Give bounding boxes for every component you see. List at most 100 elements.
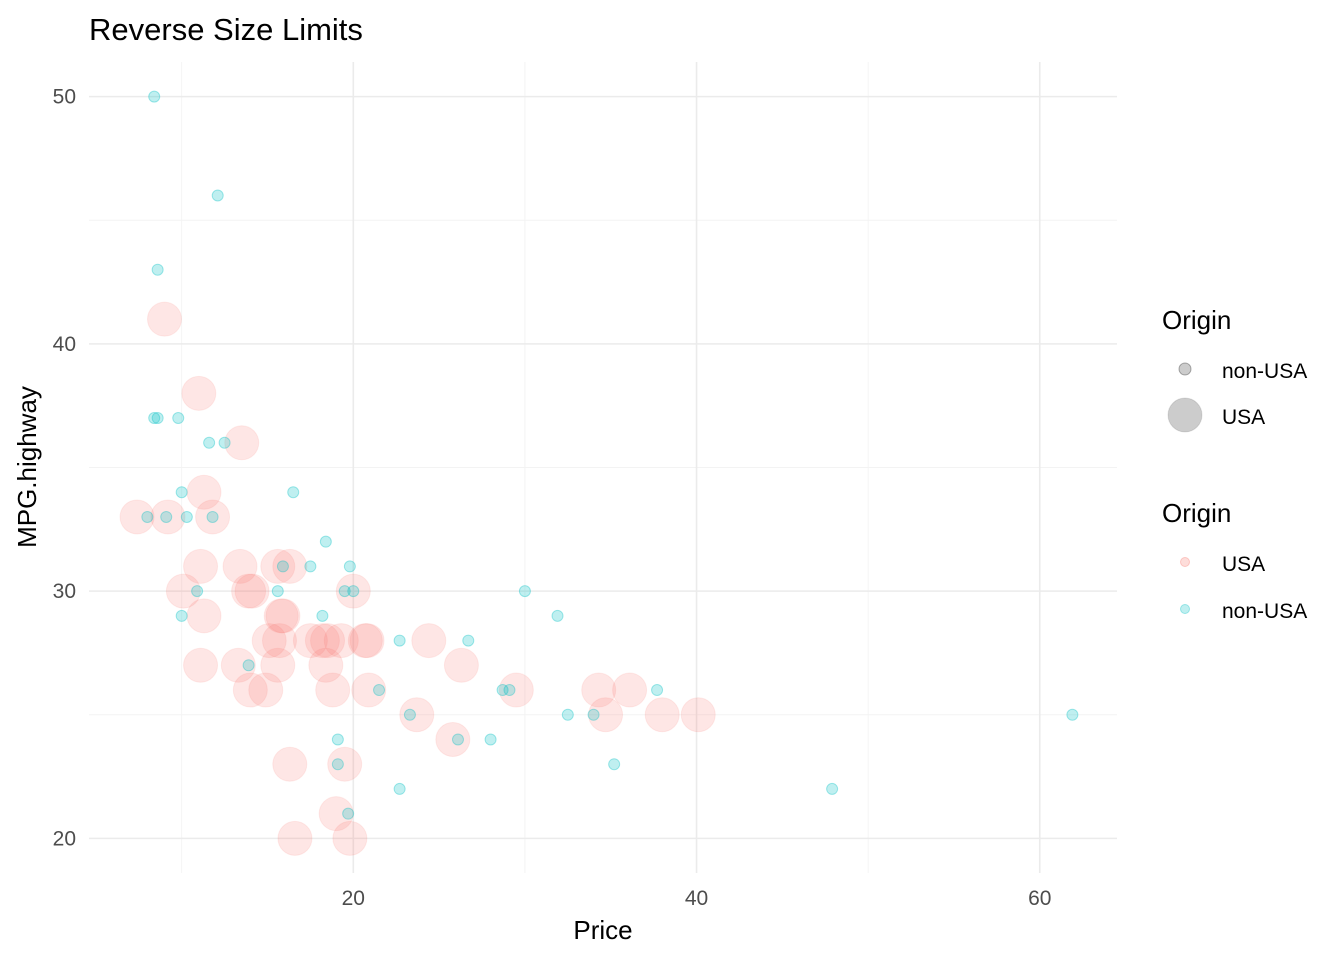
point-usa xyxy=(399,697,435,733)
y-tick-label: 20 xyxy=(53,827,76,850)
point-non-usa xyxy=(211,189,224,202)
point-usa xyxy=(186,598,222,634)
point-non-usa xyxy=(151,263,164,276)
point-non-usa xyxy=(160,510,173,523)
point-non-usa xyxy=(175,609,188,622)
x-axis-title: Price xyxy=(573,915,632,945)
color-legend-label-usa: USA xyxy=(1222,553,1265,576)
size-legend: Origin non-USA USA xyxy=(1162,305,1307,433)
color-legend-key-usa xyxy=(1180,557,1190,567)
point-non-usa xyxy=(347,585,360,598)
point-usa xyxy=(327,746,363,782)
point-non-usa xyxy=(271,585,284,598)
x-tick-label: 40 xyxy=(685,887,708,910)
point-usa xyxy=(183,548,219,584)
point-usa xyxy=(308,647,344,683)
point-usa xyxy=(612,672,648,708)
point-usa xyxy=(498,672,534,708)
y-axis-title: MPG.highway xyxy=(12,386,42,548)
point-usa xyxy=(443,647,479,683)
point-non-usa xyxy=(175,486,188,499)
color-legend-label-non-usa: non-USA xyxy=(1222,600,1307,623)
point-non-usa xyxy=(503,684,516,697)
point-non-usa xyxy=(151,412,164,425)
point-usa xyxy=(272,746,308,782)
size-legend-key-small xyxy=(1178,362,1192,376)
point-usa xyxy=(234,573,270,609)
point-usa xyxy=(220,647,256,683)
points-layer xyxy=(119,90,1079,856)
x-tick-label: 60 xyxy=(1028,887,1051,910)
color-legend-key-non-usa xyxy=(1180,604,1190,614)
point-non-usa xyxy=(180,510,193,523)
point-usa xyxy=(231,573,267,609)
point-usa xyxy=(411,623,447,659)
point-usa xyxy=(261,623,297,659)
point-usa xyxy=(272,548,308,584)
chart-title: Reverse Size Limits xyxy=(89,12,363,47)
point-usa xyxy=(588,697,624,733)
point-non-usa xyxy=(287,486,300,499)
point-usa xyxy=(310,623,346,659)
point-non-usa xyxy=(331,758,344,771)
size-legend-title: Origin xyxy=(1162,305,1231,335)
point-non-usa xyxy=(276,560,289,573)
point-non-usa xyxy=(496,684,509,697)
point-usa xyxy=(323,623,359,659)
point-usa xyxy=(581,672,617,708)
point-non-usa xyxy=(484,733,497,746)
x-axis-ticks: 20 40 60 xyxy=(342,887,1052,910)
point-usa xyxy=(265,598,301,634)
y-tick-label: 30 xyxy=(53,580,76,603)
point-non-usa xyxy=(172,412,185,425)
point-usa xyxy=(224,425,260,461)
point-usa xyxy=(251,623,287,659)
point-usa xyxy=(315,672,351,708)
point-usa xyxy=(260,647,296,683)
point-non-usa xyxy=(587,708,600,721)
point-non-usa xyxy=(608,758,621,771)
point-non-usa xyxy=(651,684,664,697)
point-non-usa xyxy=(319,535,332,548)
point-usa xyxy=(183,647,219,683)
point-non-usa xyxy=(518,585,531,598)
point-usa xyxy=(335,573,371,609)
point-non-usa xyxy=(148,412,161,425)
color-legend-title: Origin xyxy=(1162,498,1231,528)
point-non-usa xyxy=(141,510,154,523)
point-non-usa xyxy=(403,708,416,721)
point-usa xyxy=(680,697,716,733)
point-non-usa xyxy=(206,510,219,523)
point-non-usa xyxy=(393,782,406,795)
point-usa xyxy=(347,623,383,659)
point-usa xyxy=(349,623,385,659)
size-legend-key-large xyxy=(1167,397,1203,433)
point-non-usa xyxy=(203,436,216,449)
point-non-usa xyxy=(342,807,355,820)
point-usa xyxy=(186,474,222,510)
point-non-usa xyxy=(826,782,839,795)
point-usa xyxy=(165,573,201,609)
point-non-usa xyxy=(373,684,386,697)
point-usa xyxy=(222,548,258,584)
x-tick-label: 20 xyxy=(342,887,365,910)
point-usa xyxy=(263,598,299,634)
point-non-usa xyxy=(191,585,204,598)
point-non-usa xyxy=(338,585,351,598)
point-usa xyxy=(119,499,155,535)
point-usa xyxy=(332,820,368,856)
point-non-usa xyxy=(148,90,161,103)
point-non-usa xyxy=(561,708,574,721)
point-usa xyxy=(277,820,313,856)
point-usa xyxy=(304,623,340,659)
point-non-usa xyxy=(218,436,231,449)
point-usa xyxy=(351,672,387,708)
point-non-usa xyxy=(304,560,317,573)
point-usa xyxy=(318,796,354,832)
point-non-usa xyxy=(343,560,356,573)
point-usa xyxy=(150,499,186,535)
point-non-usa xyxy=(393,634,406,647)
point-usa xyxy=(260,548,296,584)
